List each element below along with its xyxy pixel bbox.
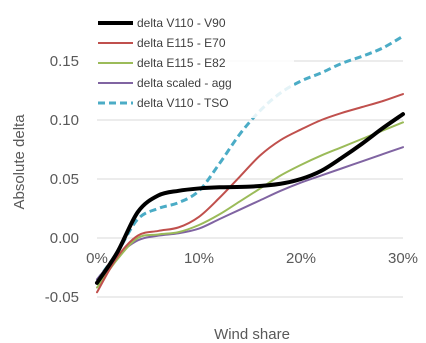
legend-background	[92, 12, 294, 118]
x-tick-label: 0%	[86, 250, 108, 267]
x-tick-label: 20%	[286, 250, 316, 267]
series-line-3	[96, 121, 404, 289]
series-line-1	[95, 112, 405, 285]
x-axis-title: Wind share	[214, 326, 290, 343]
y-tick-label: 0.05	[50, 171, 79, 188]
legend-label-1: delta V110 - V90	[137, 16, 226, 30]
series-line-4	[96, 146, 404, 281]
x-tick-label: 10%	[184, 250, 214, 267]
legend: delta V110 - V90 delta E115 - E70 delta E1…	[98, 16, 232, 110]
series-group	[95, 34, 405, 294]
y-tick-label: 0.15	[50, 53, 79, 70]
x-axis-ticks: 0% 10% 20% 30%	[86, 250, 418, 267]
x-tick-label: 30%	[388, 250, 418, 267]
y-tick-label: 0.10	[50, 112, 79, 129]
y-axis-title: Absolute delta	[11, 114, 28, 210]
y-tick-label: 0.00	[50, 230, 79, 247]
legend-label-4: delta scaled - agg	[137, 76, 232, 90]
legend-label-3: delta E115 - E82	[137, 56, 226, 70]
y-axis-ticks: -0.05 0.00 0.05 0.10 0.15	[45, 53, 79, 306]
series-line-2	[96, 93, 404, 294]
legend-label-5: delta V110 - TSO	[137, 96, 229, 110]
legend-label-2: delta E115 - E70	[137, 36, 226, 50]
y-tick-label: -0.05	[45, 289, 79, 306]
